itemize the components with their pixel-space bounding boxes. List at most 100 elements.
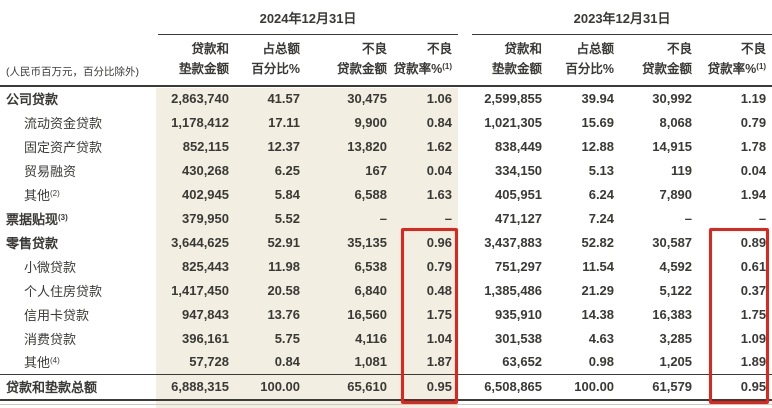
row-label: 零售贷款 <box>6 235 59 251</box>
cell: 825,443 <box>182 258 229 274</box>
cell: 852,115 <box>182 138 229 154</box>
cell: 301,538 <box>495 330 543 346</box>
cell: 402,945 <box>182 186 229 202</box>
row-label: 固定资产贷款 <box>24 139 103 155</box>
cell: 12.88 <box>581 138 615 154</box>
cell: 471,127 <box>495 210 543 226</box>
table-row-retail-loans: 零售贷款 3,644,625 52.91 35,135 0.96 3,437,8… <box>0 230 772 254</box>
table-row-retail-others: 其他(4) 57,728 0.84 1,081 1.87 63,652 0.98… <box>0 350 772 374</box>
cell: 100.00 <box>235 373 306 401</box>
col-2023-npl: 不良 贷款金额 <box>620 34 699 87</box>
cell: 0.61 <box>740 258 767 274</box>
cell: 1,205 <box>659 354 693 370</box>
row-label: 小微贷款 <box>24 259 77 275</box>
cell: 9,900 <box>354 114 387 130</box>
cell: 1.19 <box>740 91 767 106</box>
cell: 0.96 <box>426 234 453 250</box>
unit-note: (人民币百万元，百分比除外) <box>0 34 158 87</box>
cell: 14.38 <box>581 306 615 322</box>
cell: 1.87 <box>426 354 453 370</box>
row-label: 贷款和垫款总额 <box>0 373 158 401</box>
cell: 1,417,450 <box>171 282 229 298</box>
empty-corner-cell <box>0 0 158 34</box>
cell: 21.29 <box>581 282 615 298</box>
cell: 13,820 <box>347 138 387 154</box>
cell: 11.98 <box>268 258 300 274</box>
cell: 13.76 <box>267 306 300 322</box>
group-gap <box>458 110 472 134</box>
cell: 3,437,883 <box>484 234 543 250</box>
cell: 1.75 <box>426 306 453 322</box>
cell: 4,592 <box>659 258 693 274</box>
row-label: 信用卡贷款 <box>24 307 90 323</box>
period-2023-header: 2023年12月31日 <box>472 0 772 35</box>
cell: 5.13 <box>588 162 615 178</box>
cell: 6,588 <box>354 186 387 202</box>
group-gap <box>458 206 472 230</box>
row-label: 个人住房贷款 <box>24 283 103 299</box>
cell: 751,297 <box>495 258 543 274</box>
cell: 430,268 <box>182 162 229 178</box>
cell: 1.09 <box>740 330 767 346</box>
table-row-corporate-loans: 公司贷款 2,863,740 41.57 30,475 1.06 2,599,8… <box>0 86 772 110</box>
cell: 379,950 <box>182 210 229 226</box>
cell: 7.24 <box>588 210 615 226</box>
cell: 0.04 <box>426 162 453 178</box>
bottom-divider <box>0 404 772 405</box>
cell: 1.04 <box>426 330 453 346</box>
cell: 3,644,625 <box>171 234 229 250</box>
highlight-box-2024-npl-ratio <box>401 228 458 404</box>
table-row-discounted-bills: 票据贴现(3) 379,950 5.52 – – 471,127 7.24 – … <box>0 206 772 230</box>
table-row-trade-finance: 贸易融资 430,268 6.25 167 0.04 334,150 5.13 … <box>0 158 772 182</box>
cell: – <box>758 210 767 226</box>
row-label: 贸易融资 <box>24 163 77 179</box>
cell: 0.48 <box>426 282 453 298</box>
cell: 20.58 <box>267 282 300 298</box>
cell: 41.57 <box>267 91 300 106</box>
table-row-credit-card-loans: 信用卡贷款 947,843 13.76 16,560 1.75 935,910 … <box>0 302 772 326</box>
cell: 5.75 <box>274 330 300 346</box>
group-gap <box>458 254 472 278</box>
cell: 838,449 <box>495 138 543 154</box>
table-row-total-loans: 贷款和垫款总额 6,888,315 100.00 65,610 0.95 6,5… <box>0 373 772 401</box>
cell: 57,728 <box>189 354 229 370</box>
cell: 6,840 <box>354 282 387 298</box>
cell: 1,081 <box>354 354 387 370</box>
period-2024-header: 2024年12月31日 <box>158 0 459 35</box>
cell: 1,178,412 <box>171 114 229 130</box>
cell: 4.63 <box>588 330 615 346</box>
group-gap <box>458 302 472 326</box>
cell: 52.91 <box>267 234 300 250</box>
col-2024-npl: 不良 贷款金额 <box>306 34 393 87</box>
cell: 1.75 <box>740 306 767 322</box>
cell: 1,385,486 <box>484 282 543 298</box>
cell: 14,915 <box>652 138 693 154</box>
cell: 1.06 <box>426 91 453 106</box>
cell: 7,890 <box>659 186 693 202</box>
cell: 5.84 <box>274 186 300 202</box>
period-header-row: 2024年12月31日 2023年12月31日 <box>0 0 772 35</box>
cell: 6,508,865 <box>472 373 549 401</box>
cell: 30,992 <box>652 91 693 106</box>
group-gap <box>458 230 472 254</box>
col-2024-amount: 贷款和 垫款金额 <box>158 34 235 87</box>
cell: 6.24 <box>588 186 615 202</box>
col-2023-amount: 贷款和 垫款金额 <box>472 34 549 87</box>
cell: 17.11 <box>268 114 300 130</box>
cell: 405,951 <box>495 186 543 202</box>
cell: 1.78 <box>740 138 767 154</box>
cell: 11.54 <box>582 258 615 274</box>
cell: – <box>684 210 693 226</box>
cell: 334,150 <box>495 162 543 178</box>
group-gap <box>458 350 472 374</box>
cell: 1,021,305 <box>484 114 543 130</box>
column-header-row: (人民币百万元，百分比除外) 贷款和 垫款金额 占总额 百分比% 不良 贷款金额 不良… <box>0 34 772 87</box>
col-2024-pct: 占总额 百分比% <box>235 34 306 87</box>
cell: 16,560 <box>347 306 387 322</box>
table-row-residential-mortgage: 个人住房贷款 1,417,450 20.58 6,840 0.48 1,385,… <box>0 278 772 302</box>
cell: 0.84 <box>426 114 453 130</box>
cell: 0.84 <box>274 354 300 370</box>
cell: 0.79 <box>740 114 767 130</box>
group-gap <box>458 0 472 34</box>
